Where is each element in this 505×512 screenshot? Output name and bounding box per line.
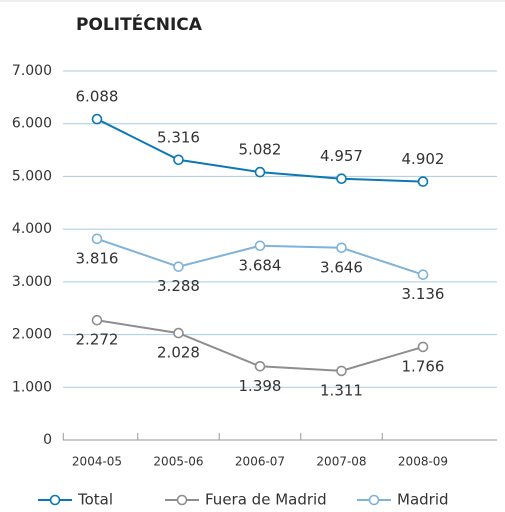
- data-label: 3.684: [239, 256, 282, 274]
- data-label: 3.816: [76, 249, 119, 267]
- legend-label: Total: [77, 491, 113, 509]
- y-tick-label: 0: [43, 432, 52, 448]
- data-label: 6.088: [76, 88, 119, 106]
- legend-label: Fuera de Madrid: [205, 491, 327, 509]
- data-label: 5.316: [157, 128, 200, 146]
- legend-marker: [176, 494, 188, 506]
- data-label: 3.136: [402, 285, 445, 303]
- legend-label: Madrid: [397, 491, 449, 509]
- data-point: [173, 154, 184, 166]
- data-point: [254, 166, 266, 178]
- legend-marker: [368, 494, 380, 506]
- data-label: 2.028: [157, 344, 200, 362]
- data-label: 4.902: [402, 150, 445, 168]
- data-point: [91, 314, 103, 326]
- data-label: 5.082: [239, 141, 282, 159]
- data-point: [254, 361, 266, 372]
- data-label: 1.766: [402, 357, 445, 375]
- data-point: [173, 261, 184, 272]
- x-tick-label: 2004-05: [72, 455, 122, 469]
- data-label: 3.288: [157, 277, 200, 295]
- data-point: [336, 242, 347, 254]
- data-point: [254, 240, 266, 252]
- chart-title: POLITÉCNICA: [76, 13, 203, 35]
- x-tick-label: 2007-08: [316, 455, 366, 469]
- data-label: 2.272: [76, 331, 119, 349]
- y-tick-label: 3.000: [12, 274, 52, 290]
- data-point: [417, 176, 429, 187]
- data-label: 3.646: [320, 258, 363, 276]
- y-tick-label: 1.000: [12, 379, 52, 395]
- data-point: [417, 341, 429, 353]
- y-tick-label: 2.000: [12, 327, 52, 343]
- data-point: [336, 365, 347, 377]
- legend-marker: [49, 494, 61, 506]
- data-label: 1.311: [320, 381, 363, 399]
- y-tick-label: 7.000: [12, 63, 52, 79]
- data-point: [336, 173, 347, 184]
- x-tick-label: 2005-06: [153, 455, 203, 469]
- y-tick-label: 6.000: [12, 116, 52, 132]
- y-tick-label: 4.000: [12, 221, 52, 237]
- y-tick-label: 5.000: [12, 168, 52, 184]
- x-tick-label: 2006-07: [235, 455, 285, 469]
- data-point: [173, 327, 184, 339]
- data-label: 1.398: [239, 377, 282, 395]
- data-point: [417, 269, 429, 280]
- x-tick-label: 2008-09: [398, 455, 448, 469]
- data-label: 4.957: [320, 147, 363, 165]
- data-point: [91, 113, 103, 125]
- data-point: [91, 233, 103, 245]
